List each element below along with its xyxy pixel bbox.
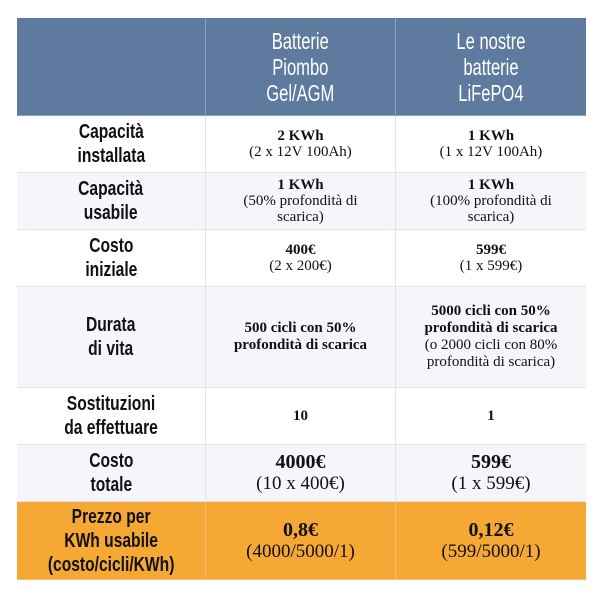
- cell: 599€ (1 x 599€): [396, 230, 586, 287]
- cell-sub: (599/5000/1): [441, 540, 541, 562]
- cell: 0,8€ (4000/5000/1): [206, 502, 396, 580]
- cell-sub: (2 x 12V 100Ah): [249, 144, 352, 160]
- cell-sub: (1 x 599€): [451, 473, 531, 494]
- cell-main: 4000€: [275, 451, 326, 473]
- header-lead-gel-agm: Batterie Piombo Gel/AGM: [206, 18, 396, 116]
- cell: 400€ (2 x 200€): [206, 230, 396, 287]
- cell: 2 KWh (2 x 12V 100Ah): [206, 116, 396, 173]
- cell-sub: (10 x 400€): [256, 473, 345, 494]
- cell-main: 0,12€: [468, 518, 514, 541]
- cell-main: 599€: [476, 242, 506, 258]
- cell-main: 1 KWh: [467, 128, 515, 144]
- cell-main: 0,8€: [283, 518, 318, 541]
- header-label: Batterie Piombo Gel/AGM: [266, 27, 335, 106]
- cell-main: 599€: [471, 451, 511, 473]
- cell-sub: (50% profondità di scarica): [243, 193, 358, 225]
- row-label: Capacità usabile: [78, 178, 144, 224]
- cell: 10: [206, 388, 396, 445]
- cell: 4000€ (10 x 400€): [206, 445, 396, 502]
- row-label: Costo iniziale: [84, 235, 138, 281]
- cell-sub: (2 x 200€): [269, 258, 332, 274]
- row-label-sostituzioni: Sostituzioni da effettuare: [17, 388, 206, 445]
- cell-main: 1 KWh: [467, 177, 515, 193]
- cell: 5000 cicli con 50% profondità di scarica…: [396, 287, 586, 388]
- cell-sub: (1 x 599€): [459, 258, 523, 274]
- cell-main: 1: [487, 408, 495, 424]
- cell-main: 10: [293, 408, 308, 424]
- cell: 0,12€ (599/5000/1): [396, 502, 586, 580]
- row-label-capacita-usabile: Capacità usabile: [17, 173, 206, 230]
- cell: 1 KWh (50% profondità di scarica): [206, 173, 396, 230]
- comparison-table: Batterie Piombo Gel/AGM Le nostre batter…: [17, 18, 586, 580]
- row-label-durata-di-vita: Durata di vita: [17, 287, 206, 388]
- cell: 599€ (1 x 599€): [396, 445, 586, 502]
- cell: 1 KWh (100% profondità di scarica): [396, 173, 586, 230]
- cell: 1: [396, 388, 586, 445]
- row-label-costo-totale: Costo totale: [17, 445, 206, 502]
- cell-sub: (4000/5000/1): [246, 540, 355, 562]
- row-label: Capacità installata: [77, 121, 145, 167]
- cell-main: 5000 cicli con 50% profondità di scarica: [424, 303, 558, 336]
- header-empty-cell: [17, 18, 206, 116]
- cell-main: 400€: [285, 242, 316, 258]
- row-label: Costo totale: [88, 450, 134, 496]
- row-label: Sostituzioni da effettuare: [64, 393, 158, 439]
- cell-sub: (1 x 12V 100Ah): [439, 144, 543, 160]
- header-label: Le nostre batterie LiFePO4: [456, 27, 526, 106]
- cell-main: 500 cicli con 50% profondità di scarica: [233, 320, 368, 353]
- cell-main: 2 KWh: [277, 128, 324, 144]
- cell-main: 1 KWh: [277, 177, 324, 193]
- header-lifepo4: Le nostre batterie LiFePO4: [396, 18, 586, 116]
- cell-sub: (100% profondità di scarica): [430, 193, 552, 225]
- cell: 1 KWh (1 x 12V 100Ah): [396, 116, 586, 173]
- cell-sub: (o 2000 cicli con 80% profondità di scar…: [424, 337, 558, 370]
- cell: 500 cicli con 50% profondità di scarica: [206, 287, 396, 388]
- row-label-capacita-installata: Capacità installata: [17, 116, 206, 173]
- row-label-prezzo-per-kwh: Prezzo per KWh usabile (costo/cicli/KWh): [17, 502, 206, 580]
- row-label: Prezzo per KWh usabile (costo/cicli/KWh): [47, 505, 175, 576]
- row-label: Durata di vita: [86, 314, 136, 360]
- row-label-costo-iniziale: Costo iniziale: [17, 230, 206, 287]
